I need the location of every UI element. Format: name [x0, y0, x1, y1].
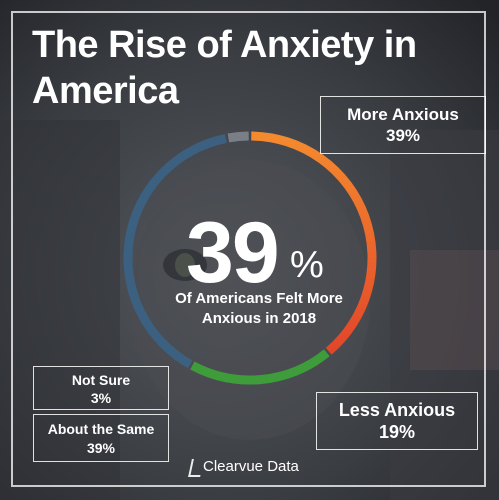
more-anxious-value: 39%	[385, 126, 421, 145]
donut-segment-not-sure	[227, 131, 249, 143]
about-same-label: About the Same 39%	[33, 414, 169, 462]
donut-segment-more-anxious	[251, 131, 377, 355]
brand-logo: Clearvue Data	[188, 457, 299, 477]
not-sure-label: Not Sure 3%	[33, 366, 169, 410]
less-anxious-value: 19%	[378, 422, 416, 442]
donut-chart	[123, 131, 377, 385]
headline-caption: Of Americans Felt More Anxious in 2018	[175, 290, 343, 327]
about-same-name: About the Same	[47, 421, 155, 437]
headline-value: 39	[186, 205, 280, 301]
brand-name: Clearvue Data	[203, 458, 299, 475]
less-anxious-name: Less Anxious	[338, 400, 456, 420]
page-title: The Rise of Anxiety in America	[32, 24, 417, 112]
headline-stat: 39 %	[186, 208, 336, 298]
about-same-value: 39%	[86, 440, 116, 456]
headline-unit: %	[290, 244, 324, 286]
more-anxious-label: More Anxious 39%	[320, 96, 486, 154]
not-sure-value: 3%	[90, 390, 112, 406]
donut-segment-less-anxious	[190, 349, 330, 385]
less-anxious-label: Less Anxious 19%	[316, 392, 478, 450]
more-anxious-name: More Anxious	[347, 105, 459, 124]
not-sure-name: Not Sure	[71, 372, 131, 388]
donut-segment-about-the-same	[123, 133, 227, 369]
